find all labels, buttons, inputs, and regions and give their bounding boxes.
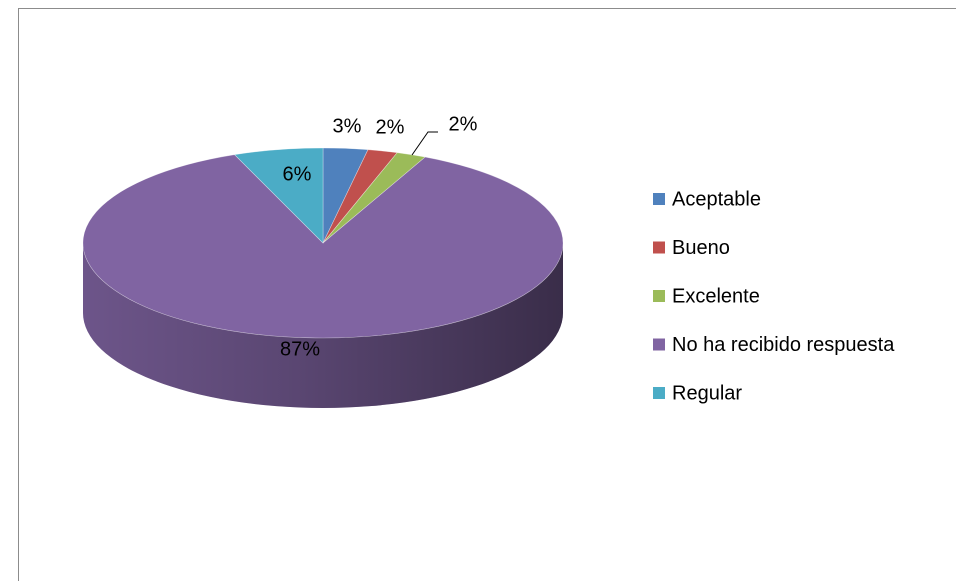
legend-label: Aceptable [672,188,761,210]
legend: Aceptable Bueno Excelente No ha recibido re… [653,188,895,404]
legend-label: Bueno [672,237,730,259]
leader-line [411,131,438,156]
legend-swatch [653,387,665,399]
data-labels: 3% 2% 2% 87% 6% [280,113,478,360]
legend-swatch [653,193,665,205]
data-label: 87% [280,338,320,360]
legend-swatch [653,241,665,254]
legend-swatch [653,290,665,302]
legend-label: No ha recibido respuesta [672,334,895,356]
data-label: 3% [333,115,362,137]
pie-slice [82,154,564,339]
legend-label: Regular [672,382,742,404]
pie [82,147,564,408]
pie-slice [234,147,324,244]
data-label: 2% [449,113,478,135]
pie-side-shade [83,243,563,408]
legend-swatch [653,338,665,351]
data-label: 6% [283,163,312,185]
legend-label: Excelente [672,285,760,307]
data-label: 2% [376,116,405,138]
